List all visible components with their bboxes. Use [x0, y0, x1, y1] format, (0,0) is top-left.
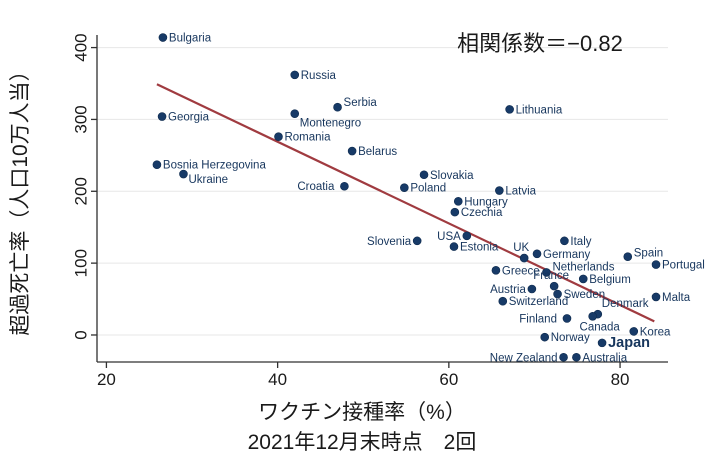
point-label-germany: Germany: [543, 249, 591, 261]
data-point-uk: [519, 253, 529, 263]
data-point-croatia: [340, 181, 349, 191]
data-point-sweden: [553, 289, 562, 299]
point-label-japan: Japan: [608, 335, 650, 351]
y-tick-label-400: 400: [71, 33, 90, 61]
data-point-czechia: [450, 207, 460, 217]
point-label-usa: USA: [437, 231, 461, 243]
point-label-sweden: Sweden: [564, 289, 606, 301]
point-label-canada: Canada: [580, 321, 621, 333]
axes: 0 100 200 300 400 20 40 60 80: [71, 33, 668, 389]
point-label-spain: Spain: [634, 248, 663, 260]
point-label-estonia: Estonia: [460, 242, 499, 254]
data-point-latvia: [495, 186, 504, 195]
point-label-korea: Korea: [640, 326, 671, 338]
data-point-russia: [290, 70, 300, 80]
x-axis-subtitle: 2021年12月末時点 2回: [248, 431, 477, 454]
data-point-netherlands: [542, 268, 551, 277]
data-point-spain: [623, 252, 633, 261]
point-label-poland: Poland: [410, 183, 446, 195]
point-label-hungary: Hungary: [464, 196, 508, 208]
data-point-austria: [527, 284, 537, 294]
data-point-greece: [491, 266, 501, 275]
point-label-australia: Australia: [582, 352, 627, 364]
data-point-canada: [588, 312, 597, 321]
point-label-bulgaria: Bulgaria: [169, 33, 212, 45]
data-point-switzerland: [498, 296, 508, 306]
point-labels: Bulgaria Georgia Bosnia Herzegovina Ukraine…: [163, 33, 705, 365]
data-point-ukraine: [179, 169, 188, 179]
data-point-germany: [532, 249, 542, 259]
point-label-italy: Italy: [570, 236, 591, 248]
point-label-uk: UK: [513, 242, 529, 254]
regression-line: [156, 83, 655, 323]
point-label-greece: Greece: [502, 265, 540, 277]
data-point-australia: [572, 352, 581, 362]
point-label-lithuania: Lithuania: [516, 104, 563, 116]
data-point-portugal: [651, 260, 661, 269]
point-label-denmark: Denmark: [602, 298, 649, 310]
x-axis-title: ワクチン接種率（%）: [258, 401, 466, 424]
point-label-latvia: Latvia: [505, 186, 536, 198]
point-label-france: France: [533, 270, 569, 282]
data-points: [152, 33, 661, 362]
point-label-netherlands: Netherlands: [552, 261, 614, 273]
point-label-belarus: Belarus: [358, 146, 397, 158]
data-point-belarus: [347, 146, 357, 156]
data-point-serbia: [333, 102, 342, 112]
point-label-czechia: Czechia: [461, 207, 503, 219]
point-label-ukraine: Ukraine: [188, 174, 228, 186]
point-label-serbia: Serbia: [344, 97, 378, 109]
point-label-georgia: Georgia: [168, 112, 210, 124]
x-tick-label-40: 40: [268, 370, 287, 389]
data-point-italy: [560, 236, 569, 246]
data-point-korea: [629, 327, 639, 336]
data-point-france: [549, 281, 559, 291]
point-label-montenegro: Montenegro: [300, 118, 361, 130]
data-point-norway: [540, 332, 550, 342]
x-tick-label-20: 20: [97, 370, 116, 389]
y-tick-label-200: 200: [71, 177, 90, 205]
x-tick-label-60: 60: [439, 370, 458, 389]
y-tick-label-300: 300: [71, 105, 90, 133]
point-label-portugal: Portugal: [662, 260, 705, 272]
data-point-new-zealand: [559, 352, 568, 362]
data-point-hungary: [453, 197, 463, 206]
y-tick-label-0: 0: [71, 330, 90, 339]
data-point-belgium: [578, 274, 588, 284]
point-label-new-zealand: New Zealand: [490, 352, 558, 364]
data-point-usa: [462, 231, 472, 241]
data-point-montenegro: [290, 109, 300, 118]
point-label-slovakia: Slovakia: [430, 170, 474, 182]
point-label-bosnia-herzegovina: Bosnia Herzegovina: [163, 160, 267, 172]
data-point-bulgaria: [158, 33, 168, 42]
data-point-bosnia-herzegovina: [152, 160, 162, 169]
data-point-finland: [562, 314, 572, 323]
data-point-estonia: [449, 242, 459, 251]
y-axis-title: 超過死亡率（人口10万人当）: [9, 60, 32, 335]
data-point-slovenia: [412, 236, 422, 246]
data-point-romania: [274, 132, 283, 141]
point-label-croatia: Croatia: [297, 181, 335, 193]
y-tick-label-100: 100: [71, 249, 90, 277]
point-label-malta: Malta: [662, 292, 691, 304]
point-label-slovenia: Slovenia: [367, 236, 412, 248]
point-label-switzerland: Switzerland: [509, 296, 568, 308]
data-point-slovakia: [419, 170, 429, 180]
data-point-georgia: [157, 112, 167, 121]
point-label-finland: Finland: [519, 313, 557, 325]
trend-line: [156, 83, 655, 323]
x-tick-label-80: 80: [611, 370, 630, 389]
data-point-lithuania: [505, 105, 514, 114]
data-point-japan: [597, 338, 607, 348]
correlation-annotation: 相関係数＝−0.82: [457, 31, 623, 56]
point-label-austria: Austria: [490, 284, 526, 296]
point-label-norway: Norway: [551, 332, 590, 344]
point-label-belgium: Belgium: [589, 274, 631, 286]
data-point-malta: [651, 292, 661, 302]
point-label-russia: Russia: [301, 70, 337, 82]
point-label-romania: Romania: [284, 132, 331, 144]
data-point-poland: [400, 183, 409, 192]
